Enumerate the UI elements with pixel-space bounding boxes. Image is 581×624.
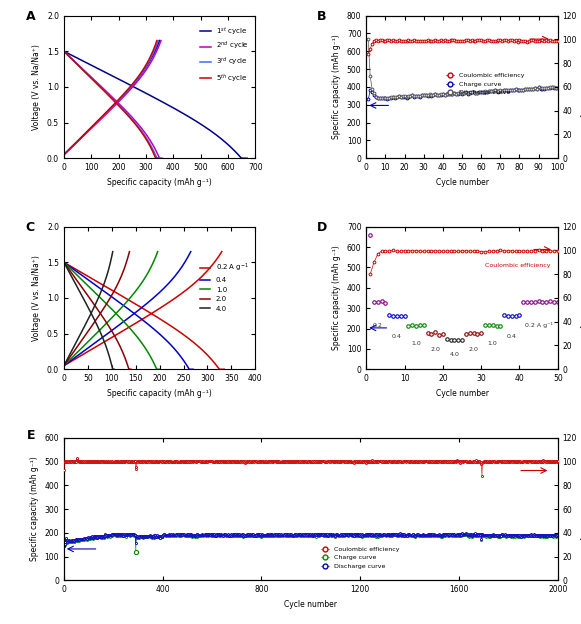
- Text: 0.4: 0.4: [392, 334, 402, 339]
- Text: D: D: [317, 221, 327, 234]
- Text: C: C: [26, 221, 35, 234]
- Legend: 1$^{st}$ cycle, 2$^{nd}$ cycle, 3$^{rd}$ cycle, 5$^{th}$ cycle: 1$^{st}$ cycle, 2$^{nd}$ cycle, 3$^{rd}$…: [198, 22, 252, 87]
- Y-axis label: Specific capacity (mAh g⁻¹): Specific capacity (mAh g⁻¹): [30, 457, 39, 562]
- Y-axis label: Coulombic efficiency (%): Coulombic efficiency (%): [579, 39, 581, 134]
- Text: B: B: [317, 10, 326, 23]
- Y-axis label: Specific capacity (mAh g⁻¹): Specific capacity (mAh g⁻¹): [332, 34, 341, 139]
- Text: 4.0: 4.0: [450, 352, 460, 357]
- X-axis label: Specific capacity (mAh g⁻¹): Specific capacity (mAh g⁻¹): [107, 389, 212, 397]
- X-axis label: Cycle number: Cycle number: [436, 389, 489, 397]
- Text: E: E: [27, 429, 35, 442]
- Legend: Coulombic efficiency, Charge curve, Discharge curve: Coulombic efficiency, Charge curve, Disc…: [443, 71, 526, 98]
- Text: Coulombic efficiency: Coulombic efficiency: [485, 263, 551, 268]
- Text: A: A: [26, 10, 35, 23]
- Y-axis label: Specific capacity (mAh g⁻¹): Specific capacity (mAh g⁻¹): [332, 246, 341, 350]
- Y-axis label: Voltage (V vs. Na/Na⁺): Voltage (V vs. Na/Na⁺): [33, 44, 41, 130]
- Legend: 0.2 A g$^{-1}$, 0.4, 1.0, 2.0, 4.0: 0.2 A g$^{-1}$, 0.4, 1.0, 2.0, 4.0: [197, 259, 252, 314]
- Text: 0.2 A g⁻¹: 0.2 A g⁻¹: [525, 323, 553, 328]
- Legend: Coulombic efficiency, Charge curve, Discharge curve: Coulombic efficiency, Charge curve, Disc…: [319, 544, 401, 572]
- Text: 2.0: 2.0: [431, 347, 440, 352]
- Y-axis label: Coulombic efficiency (%): Coulombic efficiency (%): [579, 462, 581, 557]
- Text: 0.4: 0.4: [507, 334, 517, 339]
- Text: 1.0: 1.0: [411, 341, 421, 346]
- Text: 0.2: 0.2: [373, 323, 383, 328]
- Y-axis label: Voltage (V vs. Na/Na⁺): Voltage (V vs. Na/Na⁺): [33, 255, 41, 341]
- X-axis label: Cycle number: Cycle number: [284, 600, 338, 609]
- Text: 2.0: 2.0: [469, 347, 479, 352]
- X-axis label: Cycle number: Cycle number: [436, 178, 489, 187]
- Text: 1.0: 1.0: [488, 341, 497, 346]
- X-axis label: Specific capacity (mAh g⁻¹): Specific capacity (mAh g⁻¹): [107, 178, 212, 187]
- Y-axis label: Coulombic efficiency (%): Coulombic efficiency (%): [579, 250, 581, 346]
